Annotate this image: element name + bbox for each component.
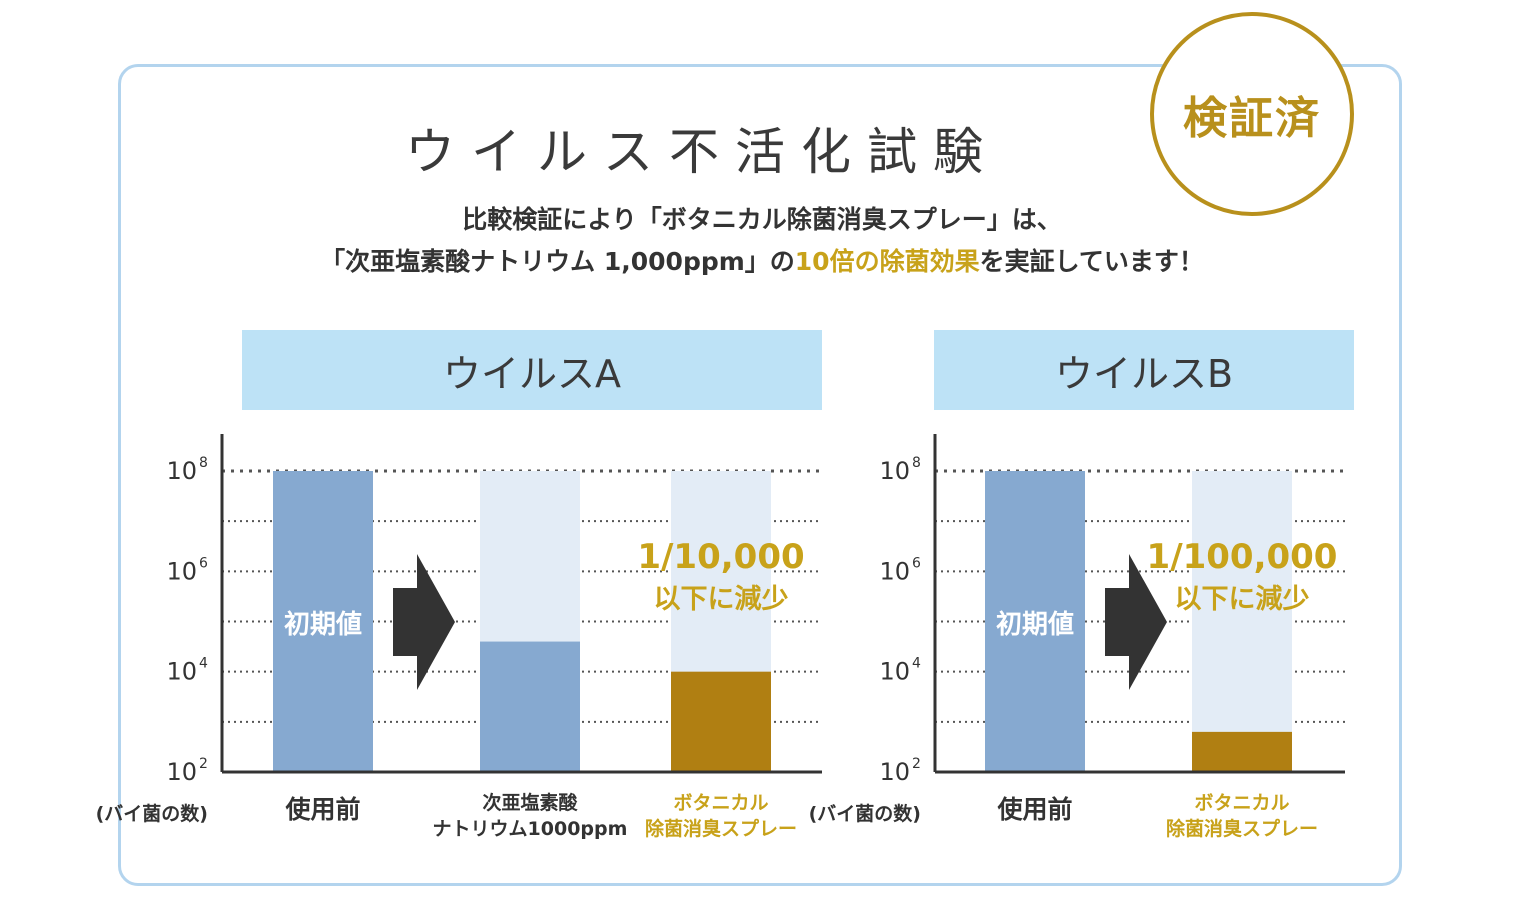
y-tick-base-0-1: 10	[166, 557, 197, 585]
arrow-1	[1105, 554, 1167, 690]
x-label-0-2-1: 除菌消臭スプレー	[645, 817, 797, 840]
subtitle-highlight: 10倍の除菌効果	[794, 247, 980, 276]
subtitle-line1: 比較検証により「ボタニカル除菌消臭スプレー」は、	[462, 205, 1062, 234]
y-axis-label-0: (バイ菌の数)	[96, 802, 208, 825]
bar-1-0	[985, 471, 1085, 772]
annotation-text-1: 以下に減少	[1175, 584, 1310, 615]
y-tick-exp-0-3: 2	[199, 756, 208, 772]
x-label-1-1-1: 除菌消臭スプレー	[1166, 817, 1318, 840]
subtitle-line2-pre: 「次亜塩素酸ナトリウム 1,000ppm」の	[320, 247, 795, 276]
y-tick-base-1-2: 10	[879, 658, 910, 686]
y-tick-exp-1-1: 6	[912, 555, 921, 571]
y-tick-exp-1-2: 4	[912, 656, 921, 672]
y-tick-base-0-3: 10	[166, 758, 197, 786]
y-tick-exp-0-0: 8	[199, 455, 208, 471]
x-label-1-0-0: 使用前	[996, 795, 1072, 824]
x-label-0-1-0: 次亜塩素酸	[482, 791, 578, 814]
y-tick-exp-0-1: 6	[199, 555, 208, 571]
bar-label-0-0: 初期値	[284, 610, 362, 640]
y-tick-base-1-0: 10	[879, 457, 910, 485]
annotation-ratio-1: 1/100,000	[1147, 537, 1338, 577]
y-tick-exp-1-0: 8	[912, 455, 921, 471]
bar-0-1	[480, 641, 580, 772]
verified-badge: 検証済	[1150, 12, 1354, 216]
y-tick-exp-0-2: 4	[199, 656, 208, 672]
subtitle-line2: 「次亜塩素酸ナトリウム 1,000ppm」の10倍の除菌効果を実証しています！	[0, 242, 1524, 278]
y-axis-label-1: (バイ菌の数)	[809, 802, 921, 825]
chart-b-title: ウイルスB	[934, 330, 1354, 410]
bar-1-1	[1192, 731, 1292, 772]
chart-a-title: ウイルスA	[242, 330, 822, 410]
x-label-0-0-0: 使用前	[284, 795, 360, 824]
x-label-0-2-0: ボタニカル	[673, 792, 768, 814]
bar-bg-1-1	[1192, 471, 1292, 772]
annotation-text-0: 以下に減少	[654, 584, 789, 615]
y-tick-exp-1-3: 2	[912, 756, 921, 772]
annotation-ratio-0: 1/10,000	[637, 537, 804, 577]
y-tick-base-1-3: 10	[879, 758, 910, 786]
subtitle-line2-post: を実証しています！	[979, 247, 1204, 276]
y-tick-base-1-1: 10	[879, 557, 910, 585]
y-tick-base-0-0: 10	[166, 457, 197, 485]
y-tick-base-0-2: 10	[166, 658, 197, 686]
x-label-0-1-1: ナトリウム1000ppm	[433, 818, 628, 840]
bar-0-0	[273, 471, 373, 772]
bar-label-1-0: 初期値	[996, 610, 1074, 640]
page-title: ウイルス不活化試験	[405, 123, 999, 181]
bar-0-2	[671, 671, 771, 772]
x-label-1-1-0: ボタニカル	[1194, 792, 1289, 814]
arrow-0	[393, 554, 455, 690]
